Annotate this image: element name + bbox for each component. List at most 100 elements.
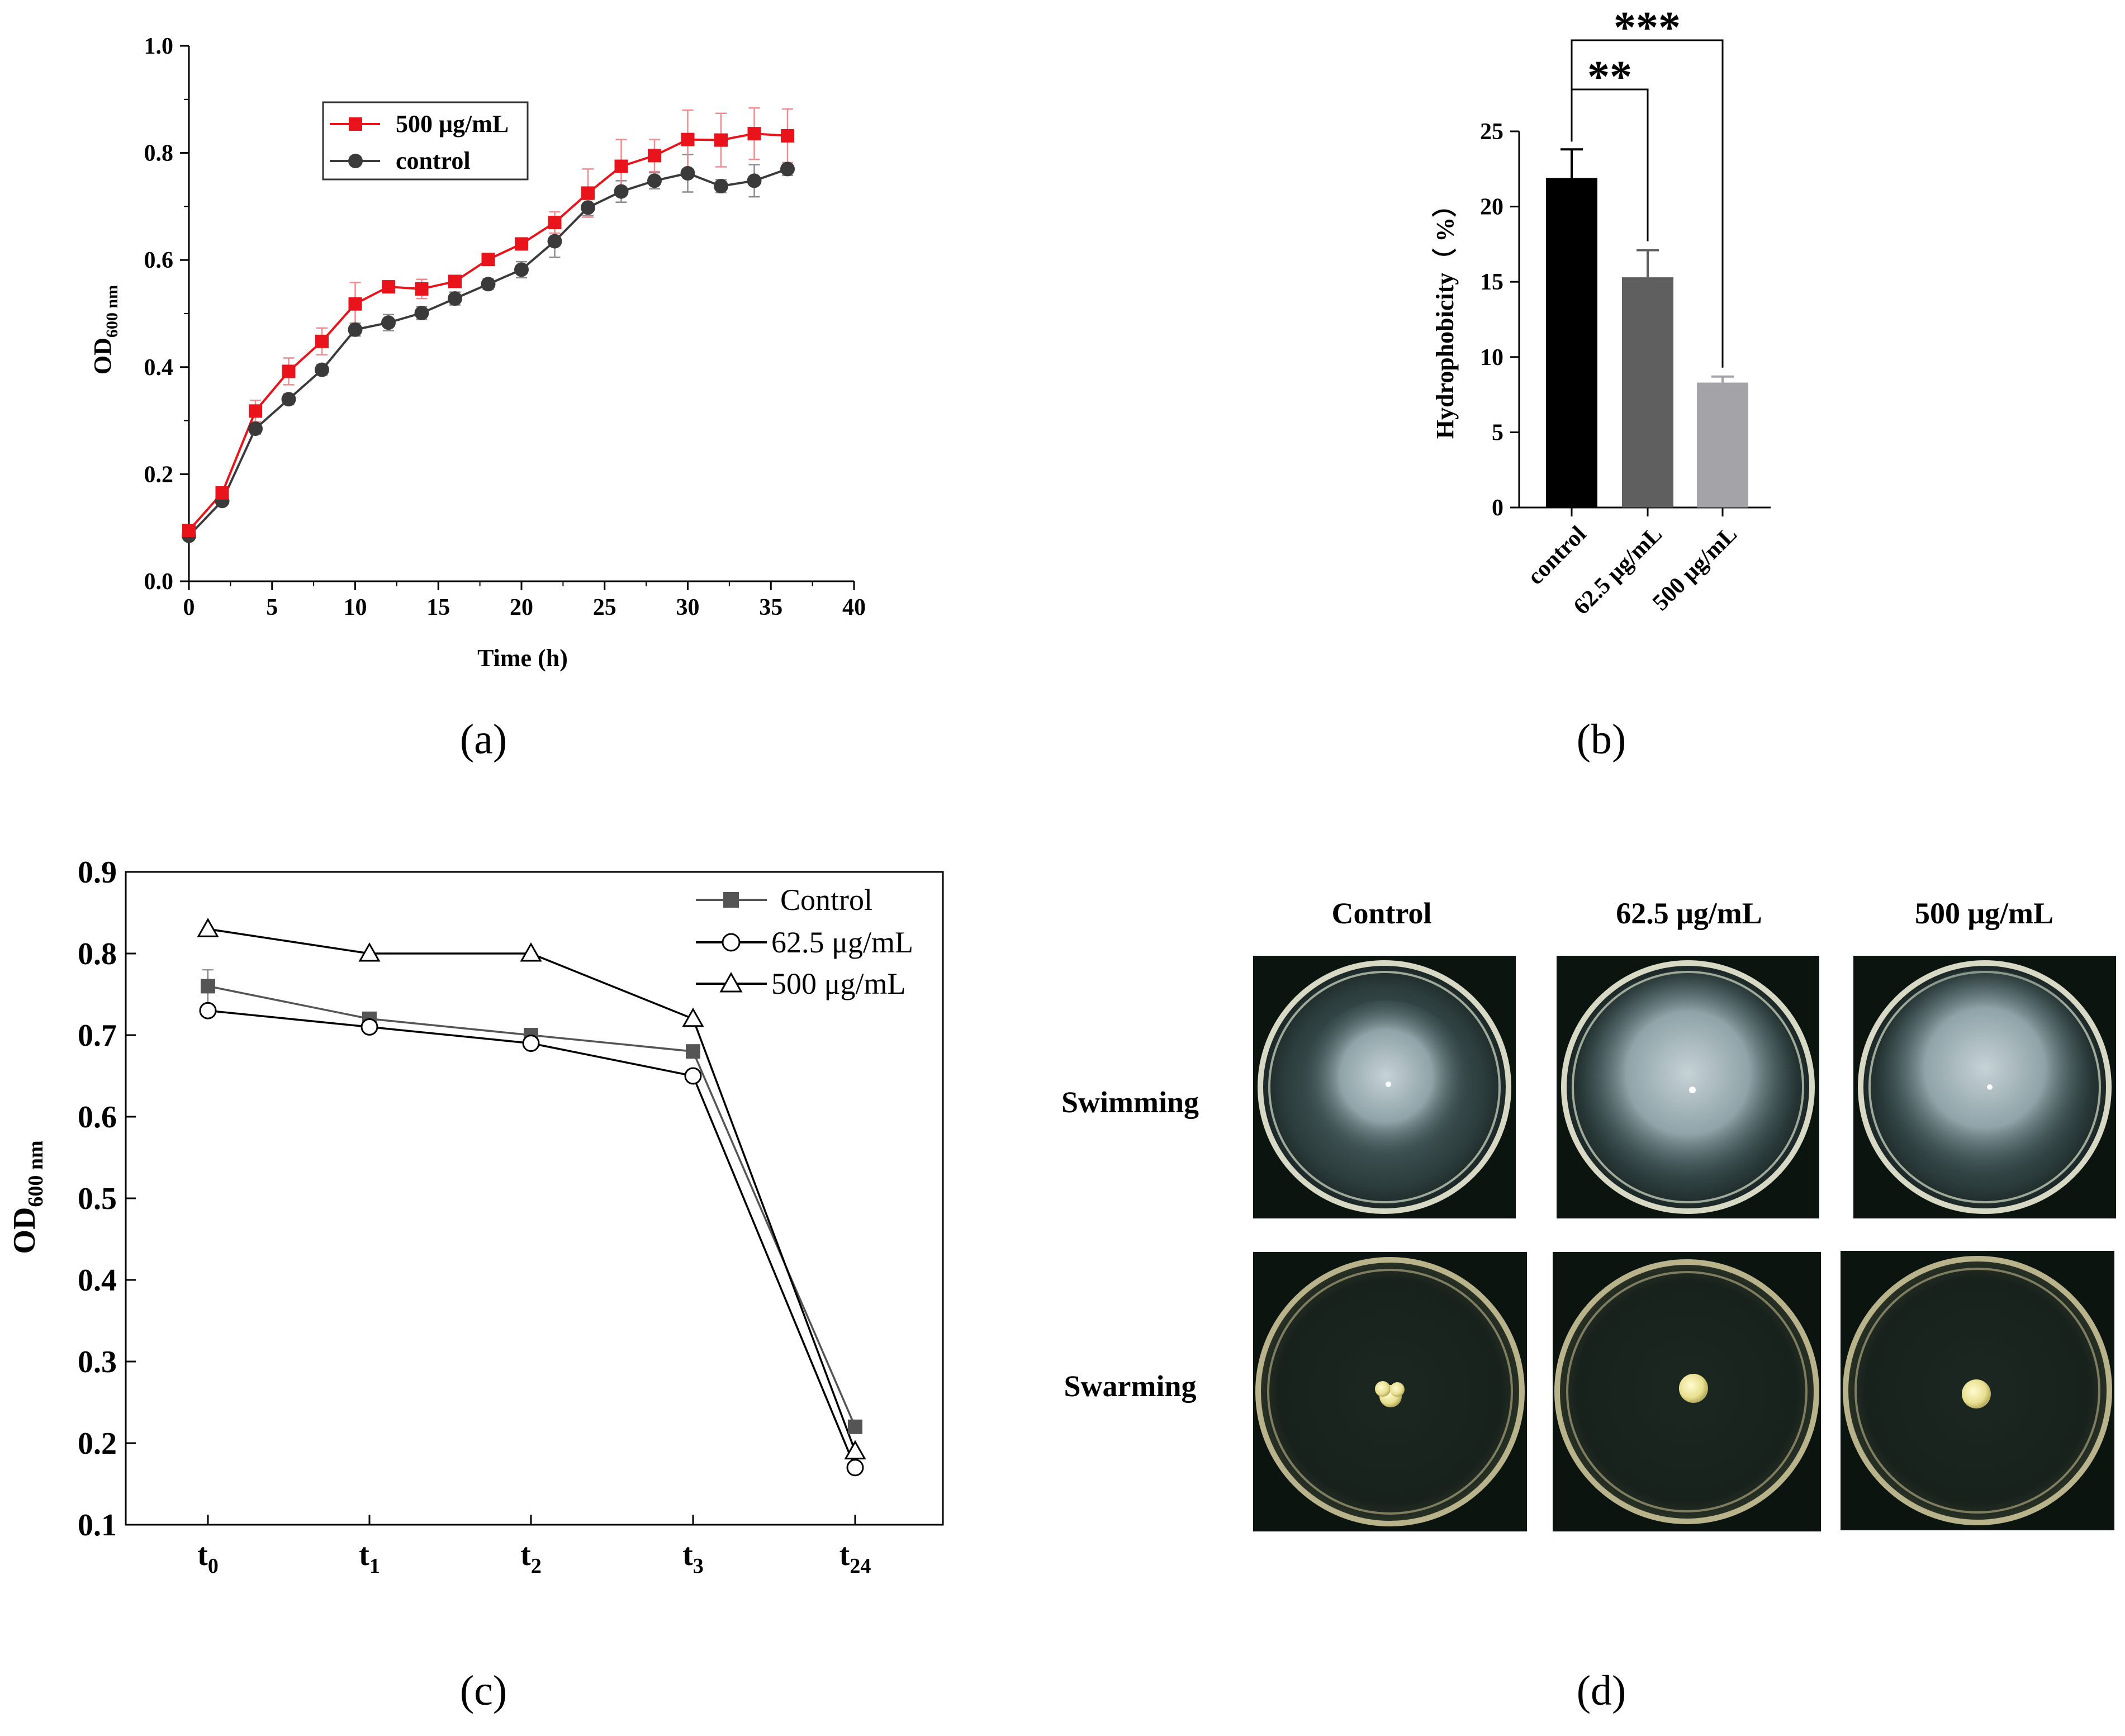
panel-c-y-axis-title: OD600 nm [7,1140,48,1254]
panel-c-y-tick-label: 0.8 [78,937,117,971]
panel-c-legend-label-control: Control [780,883,872,917]
plate-swimming-control [1253,956,1516,1218]
panel-b-y-tick-label: 15 [1480,269,1503,295]
panel-a-x-axis-title: Time (h) [477,644,568,672]
panel-b-y-tick-label: 25 [1480,119,1503,145]
panel-a-x-tick-label: 0 [183,595,195,620]
plate-swimming-500 [1853,956,2116,1218]
panel-a-x-tick-label: 10 [344,595,367,620]
panel-d-plate-images: Control 62.5 μg/mL 500 μg/mL Swimming Sw… [1061,897,2116,1714]
panel-a-legend-label-500: 500 μg/mL [396,110,509,137]
panel-a-series-lines [188,132,788,537]
panel-d-label: (d) [1577,1667,1626,1714]
plate-swarming-500 [1841,1251,2114,1530]
panel-a-legend-marker-500 [349,117,362,131]
plate-row-label-swimming: Swimming [1061,1085,1199,1119]
panel-c-legend-label-500: 500 μg/mL [771,967,905,1000]
panel-a-data-point-control [680,166,695,181]
panel-a-data-point-control [248,421,263,436]
panel-c-y-tick-label: 0.3 [78,1345,117,1379]
panel-a-y-tick-label: 0.8 [144,141,174,167]
panel-a-data-point-500 [614,159,628,173]
panel-c-label: (c) [460,1667,507,1714]
panel-c-y-tick-label: 0.5 [78,1182,117,1216]
panel-c-y-tick-label: 0.7 [78,1018,117,1053]
panel-c-data-point-500 [520,942,542,962]
panel-a-data-point-500 [747,127,761,141]
panel-c-data-point-62 [199,1002,217,1019]
panel-a-x-tick-label: 40 [842,595,866,620]
panel-a-data-point-control [747,173,762,188]
panel-a-legend-marker-control [348,154,363,168]
panel-b-y-tick-label: 20 [1480,195,1503,220]
panel-a-data-point-control [448,291,462,306]
plate-column-header-control: Control [1331,897,1431,930]
panel-b-x-tick-label: control [1522,521,1591,590]
panel-a-data-point-500 [548,216,562,230]
panel-a-data-point-500 [448,274,462,288]
plate-row-label-swarming: Swarming [1064,1369,1196,1403]
panel-b-bar [1697,382,1748,507]
panel-c-y-tick-label: 0.9 [78,855,117,890]
panel-c-legend-label-62: 62.5 μg/mL [771,926,913,959]
panel-a-y-tick-label: 0.4 [144,355,174,381]
panel-c-data-point-500 [682,1007,704,1027]
panel-b-bars [1546,178,1748,507]
panel-a-legend-label-control: control [396,147,471,174]
plate-swarming-62 [1553,1252,1821,1531]
panel-b-y-tick-label: 10 [1480,345,1503,371]
panel-a-y-tick-label: 0.0 [144,569,174,595]
panel-a-y-tick-label: 0.2 [144,462,174,487]
panel-c-data-point-500 [358,942,381,962]
panel-c-data-point-62 [522,1035,540,1052]
panel-a-x-tick-label: 35 [759,595,782,620]
panel-c-y-tick-label: 0.1 [78,1508,117,1543]
panel-c-legend: Control 62.5 μg/mL 500 μg/mL [696,883,913,1000]
panel-c-series-lines [207,928,856,1468]
panel-c-data-point-control [201,979,215,994]
panel-a-data-point-500 [781,129,794,143]
panel-a-data-point-control [581,200,595,215]
panel-c-markers [197,918,866,1477]
panel-c-x-tick-label: t24 [839,1538,871,1578]
panel-a-data-point-control [414,306,429,321]
panel-c-y-tick-label: 0.6 [78,1100,117,1135]
panel-c-series-line-2 [207,928,856,1452]
panel-b-significance-stars: ** [1587,53,1632,102]
panel-c-line-chart: 0.1 0.2 0.3 0.4 0.5 0.6 0.7 0.8 0.9 t0 t1 t2 t3 t24 O… [7,855,944,1714]
panel-c-series-line-0 [207,985,856,1427]
panel-c-data-point-control [848,1419,862,1434]
panel-a-data-point-500 [182,523,196,537]
panel-b-y-tick-label: 0 [1492,495,1503,521]
panel-b-significance-stars: *** [1614,3,1681,53]
panel-a-data-point-500 [648,149,661,163]
panel-a-data-point-500 [681,132,695,146]
panel-b-bar [1622,277,1673,507]
panel-b-y-tick-label: 5 [1492,420,1503,445]
panel-a-data-point-500 [415,282,429,296]
panel-c-legend-marker-62 [722,933,741,952]
panel-c-data-point-62 [361,1018,378,1036]
panel-a-y-tick-label: 0.6 [144,248,174,273]
panel-a-data-point-control [547,234,562,249]
panel-a-x-tick-label: 25 [593,595,616,620]
panel-a-series-line-control [188,168,788,537]
panel-a-x-tick-label: 15 [426,595,450,620]
panel-c-tick-labels: 0.1 0.2 0.3 0.4 0.5 0.6 0.7 0.8 0.9 t0 t1 t2 t3 t24 [78,855,871,1578]
panel-a-data-point-500 [315,334,329,348]
panel-a-data-point-control [315,362,329,377]
plate-column-header-500: 500 μg/mL [1915,897,2053,930]
panel-c-series-line-1 [207,1009,856,1468]
panel-a-data-point-500 [215,486,229,500]
panel-a-data-point-control [514,262,529,277]
panel-c-data-point-control [686,1044,700,1059]
panel-a-tick-labels: 0 5 10 15 20 25 30 35 40 0.0 0.2 0.4 0.6 0.8 1.0 [144,34,866,620]
panel-a-data-point-control [614,184,629,199]
panel-c-data-point-62 [846,1459,864,1477]
panel-a-data-point-control [481,277,496,292]
plate-swarming-control [1253,1252,1527,1531]
panel-b-error-bars [1560,148,1734,383]
panel-a-data-point-control [647,173,662,188]
panel-a-data-point-control [281,392,296,407]
